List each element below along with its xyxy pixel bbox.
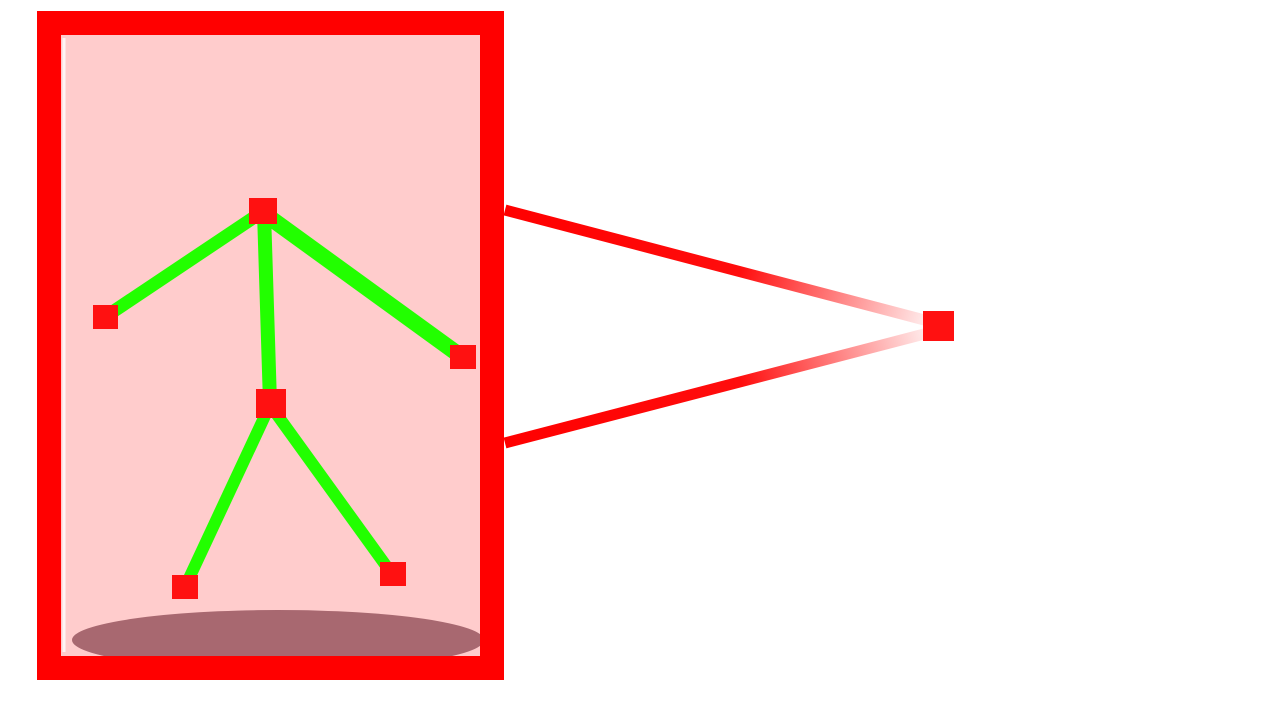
left-foot-joint <box>172 575 198 599</box>
bone-right-leg <box>264 399 398 580</box>
head-joint <box>249 198 277 224</box>
skeleton <box>98 204 470 593</box>
bone-right-arm <box>254 204 470 365</box>
projection-ray-top <box>503 204 934 328</box>
bone-spine <box>257 205 277 410</box>
right-hand-joint <box>450 345 476 369</box>
joints <box>93 198 954 599</box>
left-hand-joint <box>93 305 118 329</box>
bone-left-arm <box>98 205 269 324</box>
image-frame <box>37 11 504 680</box>
ground-shadow <box>72 610 484 670</box>
frame-border <box>37 11 504 680</box>
right-foot-joint <box>380 562 406 586</box>
viewpoint-joint <box>923 311 954 341</box>
bone-left-leg <box>179 399 276 593</box>
projection-ray-bottom <box>503 326 934 449</box>
hip-joint <box>256 389 286 418</box>
